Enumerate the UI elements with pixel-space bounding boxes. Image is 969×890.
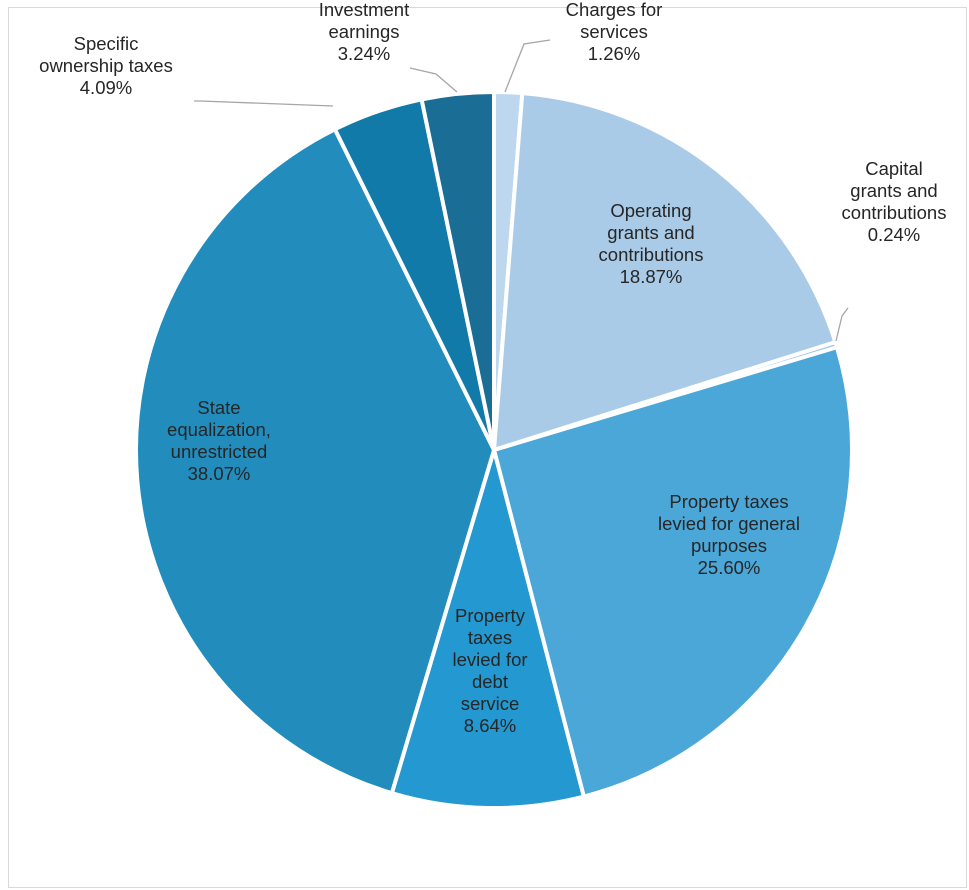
leader-line-specific-ownership-taxes — [194, 100, 334, 107]
pie-slice-property-taxes-levied-for-debt-service — [389, 448, 586, 810]
pie-slice-investment-earnings — [419, 90, 496, 452]
leader-line-charges-for-services — [504, 39, 551, 93]
data-label-operating-grants-and-contributions: Operating grants and contributions 18.87% — [599, 200, 704, 287]
pie-slice-operating-grants-and-contributions — [492, 91, 838, 452]
data-label-property-taxes-levied-for-debt-service: Property taxes levied for debt service 8.64% — [452, 605, 527, 736]
data-label-charges-for-services: Charges for services 1.26% — [566, 0, 663, 64]
data-label-specific-ownership-taxes: Specific ownership taxes 4.09% — [39, 33, 173, 98]
pie-slice-property-taxes-levied-for-general-purposes — [492, 345, 854, 799]
leader-lines — [194, 39, 849, 342]
data-label-property-taxes-levied-for-general-purposes: Property taxes levied for general purposes… — [658, 491, 800, 578]
data-label-state-equalization-unrestricted: State equalization, unrestricted 38.07% — [167, 397, 271, 484]
leader-line-capital-grants-and-contributions — [835, 307, 849, 342]
data-label-capital-grants-and-contributions: Capital grants and contributions 0.24% — [842, 158, 947, 245]
pie-slice-state-equalization-unrestricted — [134, 127, 496, 796]
leader-line-investment-earnings — [409, 67, 458, 93]
pie-slices — [134, 90, 854, 810]
data-labels: Charges for services 1.26% Operating grants … — [39, 0, 946, 736]
data-label-investment-earnings: Investment earnings 3.24% — [319, 0, 410, 64]
